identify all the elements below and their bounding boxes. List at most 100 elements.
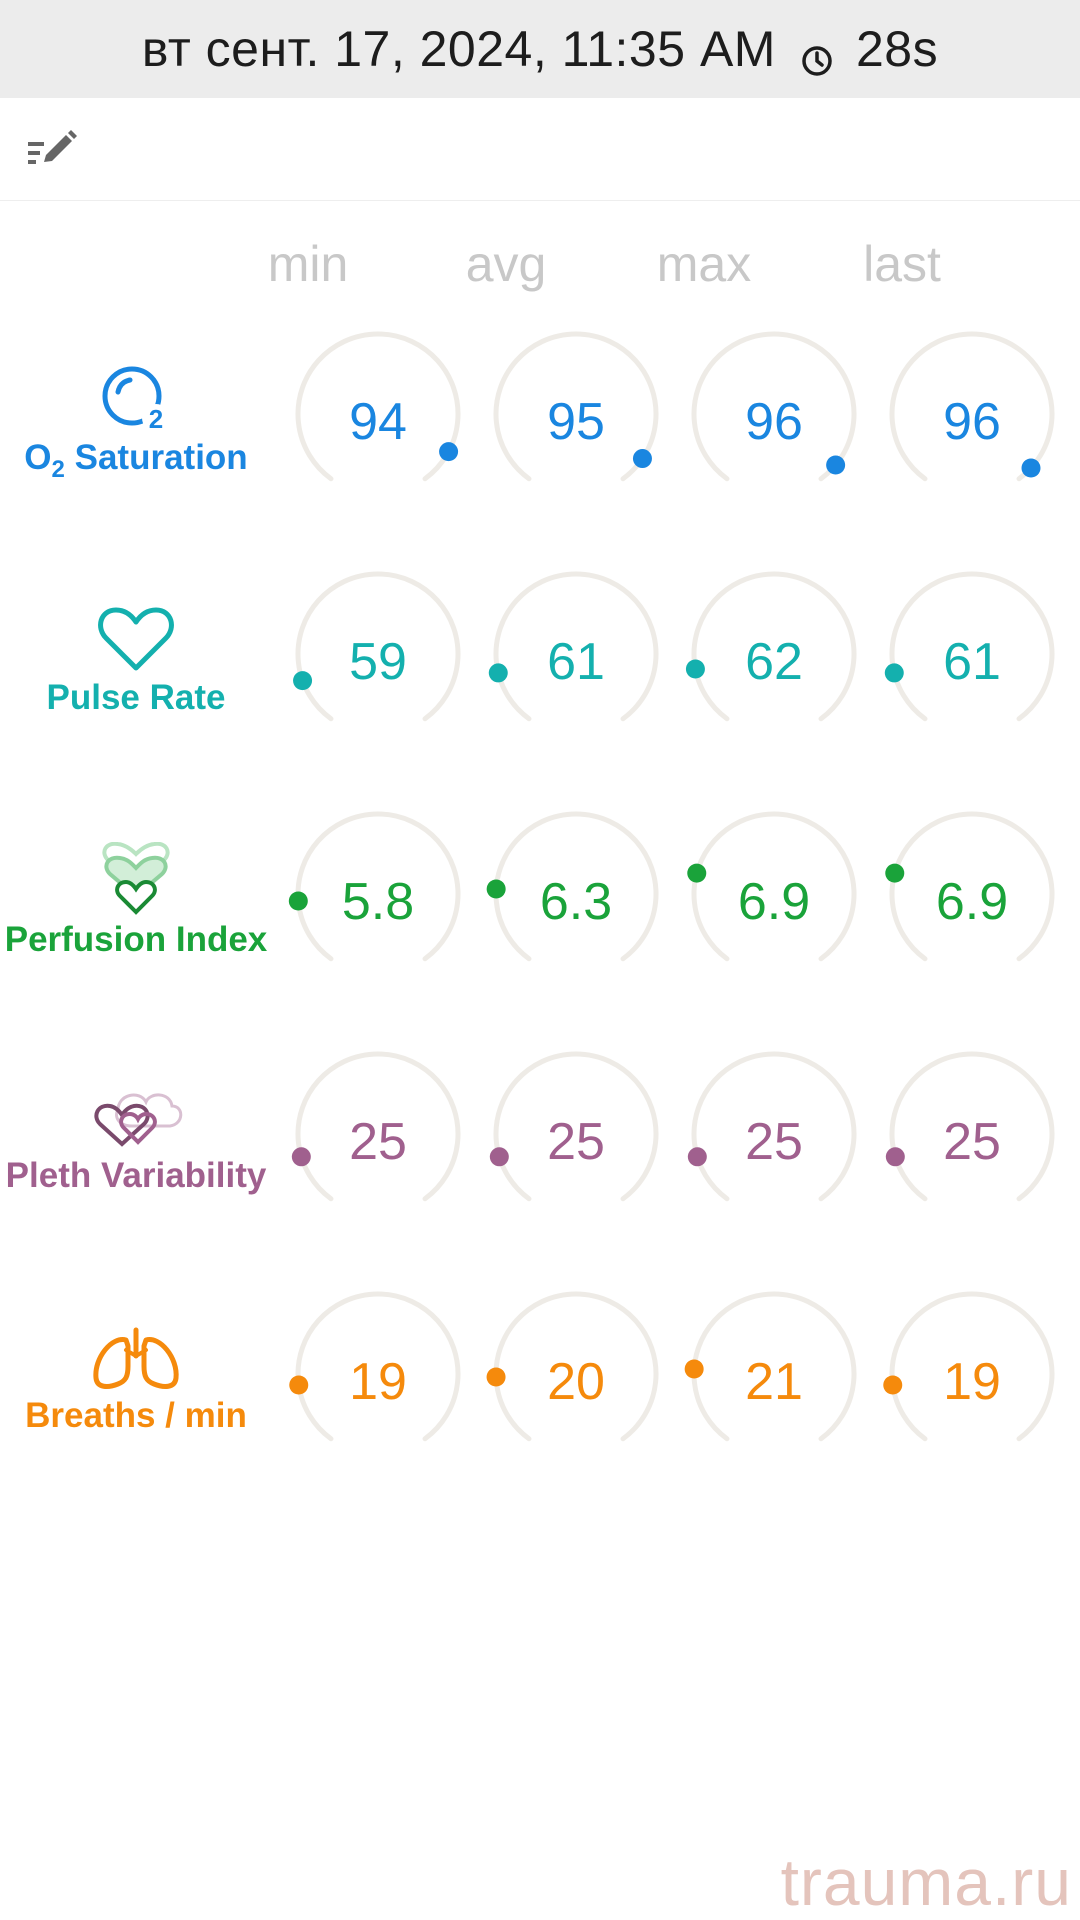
gauge-indicator-dot bbox=[632, 449, 652, 469]
row-name-pleth-variability: Pleth Variability bbox=[5, 1156, 267, 1195]
datetime-text: вт сент. 17, 2024, 11:35 AM bbox=[141, 21, 776, 77]
gauge-indicator-dot bbox=[826, 455, 846, 475]
gauge-track bbox=[691, 1291, 857, 1442]
gauge-track bbox=[493, 811, 659, 962]
gauge-spo2-last: 96 bbox=[882, 324, 1062, 504]
gauge-indicator-dot bbox=[1021, 458, 1041, 478]
gauge-indicator-dot bbox=[288, 891, 308, 911]
gauge-pvi-avg: 25 bbox=[486, 1044, 666, 1224]
gauge-track bbox=[691, 811, 857, 962]
gauge-rr-last: 19 bbox=[882, 1284, 1062, 1464]
gauge-pi-max: 6.9 bbox=[684, 804, 864, 984]
gauge-rr-min: 19 bbox=[288, 1284, 468, 1464]
row-label-o2-saturation: 2 O2 Saturation bbox=[0, 362, 272, 484]
gauge-pvi-last: 25 bbox=[882, 1044, 1062, 1224]
gauge-spo2-min: 94 bbox=[288, 324, 468, 504]
gauge-indicator-dot bbox=[685, 659, 705, 679]
gauge-indicator-dot bbox=[684, 1359, 704, 1379]
row-name-breaths-per-min: Breaths / min bbox=[25, 1396, 247, 1435]
gauge-track bbox=[493, 1291, 659, 1442]
gauge-pi-last: 6.9 bbox=[882, 804, 1062, 984]
gauge-indicator-dot bbox=[687, 863, 707, 883]
toolbar bbox=[0, 98, 1080, 201]
gauge-value: 21 bbox=[745, 1353, 803, 1411]
gauge-pi-min: 5.8 bbox=[288, 804, 468, 984]
gauge-spo2-avg: 95 bbox=[486, 324, 666, 504]
row-name-perfusion-index: Perfusion Index bbox=[4, 920, 268, 959]
gauge-track bbox=[493, 1051, 659, 1202]
gauge-value: 95 bbox=[547, 393, 605, 451]
lungs-icon bbox=[93, 1327, 179, 1389]
gauge-indicator-dot bbox=[439, 442, 459, 462]
column-header-max: max bbox=[656, 236, 752, 292]
gauge-pulse-avg: 61 bbox=[486, 564, 666, 744]
row-label-pleth-variability: Pleth Variability bbox=[0, 1084, 272, 1196]
gauge-track bbox=[889, 811, 1055, 962]
gauge-value: 6.3 bbox=[539, 873, 613, 931]
column-header-last: last bbox=[863, 236, 941, 292]
gauge-track bbox=[691, 331, 857, 482]
edit-list-button[interactable] bbox=[22, 126, 78, 174]
gauge-value: 61 bbox=[943, 633, 1001, 691]
watermark-text: trauma.ru bbox=[780, 1845, 1072, 1919]
gauge-track bbox=[493, 331, 659, 482]
gauge-indicator-dot bbox=[486, 1367, 506, 1387]
gauge-indicator-dot bbox=[885, 1147, 905, 1167]
gauge-value: 19 bbox=[943, 1353, 1001, 1411]
perfusion-icon bbox=[102, 842, 170, 915]
gauge-indicator-dot bbox=[883, 1375, 903, 1395]
row-label-pulse-rate: Pulse Rate bbox=[0, 604, 272, 718]
gauge-value: 96 bbox=[943, 393, 1001, 451]
status-header: вт сент. 17, 2024, 11:35 AM 28s bbox=[0, 0, 1080, 98]
row-label-perfusion-index: Perfusion Index bbox=[0, 842, 272, 960]
gauge-track bbox=[295, 1051, 461, 1202]
gauge-value: 25 bbox=[547, 1113, 605, 1171]
row-name-o2-rest: Saturation bbox=[64, 438, 248, 477]
gauge-rr-avg: 20 bbox=[486, 1284, 666, 1464]
svg-text:2: 2 bbox=[149, 404, 163, 434]
gauge-value: 6.9 bbox=[737, 873, 811, 931]
gauge-value: 25 bbox=[745, 1113, 803, 1171]
gauge-track bbox=[295, 571, 461, 722]
gauge-spo2-max: 96 bbox=[684, 324, 864, 504]
gauge-pi-avg: 6.3 bbox=[486, 804, 666, 984]
gauge-track bbox=[691, 1051, 857, 1202]
gauge-value: 6.9 bbox=[935, 873, 1009, 931]
gauge-value: 25 bbox=[943, 1113, 1001, 1171]
gauge-pulse-last: 61 bbox=[882, 564, 1062, 744]
gauge-value: 62 bbox=[745, 633, 803, 691]
gauge-value: 96 bbox=[745, 393, 803, 451]
gauge-value: 25 bbox=[349, 1113, 407, 1171]
row-name-o2-main: O bbox=[24, 438, 52, 477]
gauge-value: 20 bbox=[547, 1353, 605, 1411]
gauge-value: 5.8 bbox=[341, 873, 415, 931]
gauge-indicator-dot bbox=[884, 663, 904, 683]
duration-text: 28s bbox=[855, 21, 939, 77]
row-label-breaths-per-min: Breaths / min bbox=[0, 1326, 272, 1436]
gauge-indicator-dot bbox=[489, 1147, 509, 1167]
gauge-value: 59 bbox=[349, 633, 407, 691]
gauge-rr-max: 21 bbox=[684, 1284, 864, 1464]
gauge-indicator-dot bbox=[293, 671, 313, 691]
gauge-track bbox=[295, 331, 461, 482]
column-header-avg: avg bbox=[465, 236, 547, 292]
row-name-pulse-rate: Pulse Rate bbox=[46, 678, 226, 717]
gauge-indicator-dot bbox=[687, 1147, 707, 1167]
pleth-variability-icon bbox=[94, 1093, 183, 1147]
gauge-pulse-max: 62 bbox=[684, 564, 864, 744]
gauge-value: 94 bbox=[349, 393, 407, 451]
column-header-min: min bbox=[267, 236, 349, 292]
gauge-value: 61 bbox=[547, 633, 605, 691]
o2-saturation-icon: 2 bbox=[102, 366, 170, 434]
gauge-indicator-dot bbox=[291, 1147, 311, 1167]
gauge-track bbox=[889, 1051, 1055, 1202]
gauge-indicator-dot bbox=[486, 879, 506, 899]
gauge-value: 19 bbox=[349, 1353, 407, 1411]
gauge-pvi-max: 25 bbox=[684, 1044, 864, 1224]
gauge-indicator-dot bbox=[488, 663, 508, 683]
gauge-pvi-min: 25 bbox=[288, 1044, 468, 1224]
gauge-pulse-min: 59 bbox=[288, 564, 468, 744]
gauge-indicator-dot bbox=[885, 863, 905, 883]
edit-list-icon bbox=[28, 130, 77, 164]
clock-icon bbox=[800, 32, 834, 76]
